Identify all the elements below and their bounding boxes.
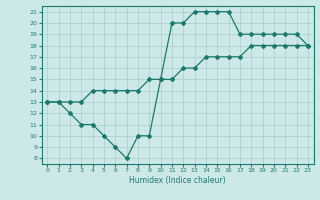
X-axis label: Humidex (Indice chaleur): Humidex (Indice chaleur) (129, 176, 226, 185)
